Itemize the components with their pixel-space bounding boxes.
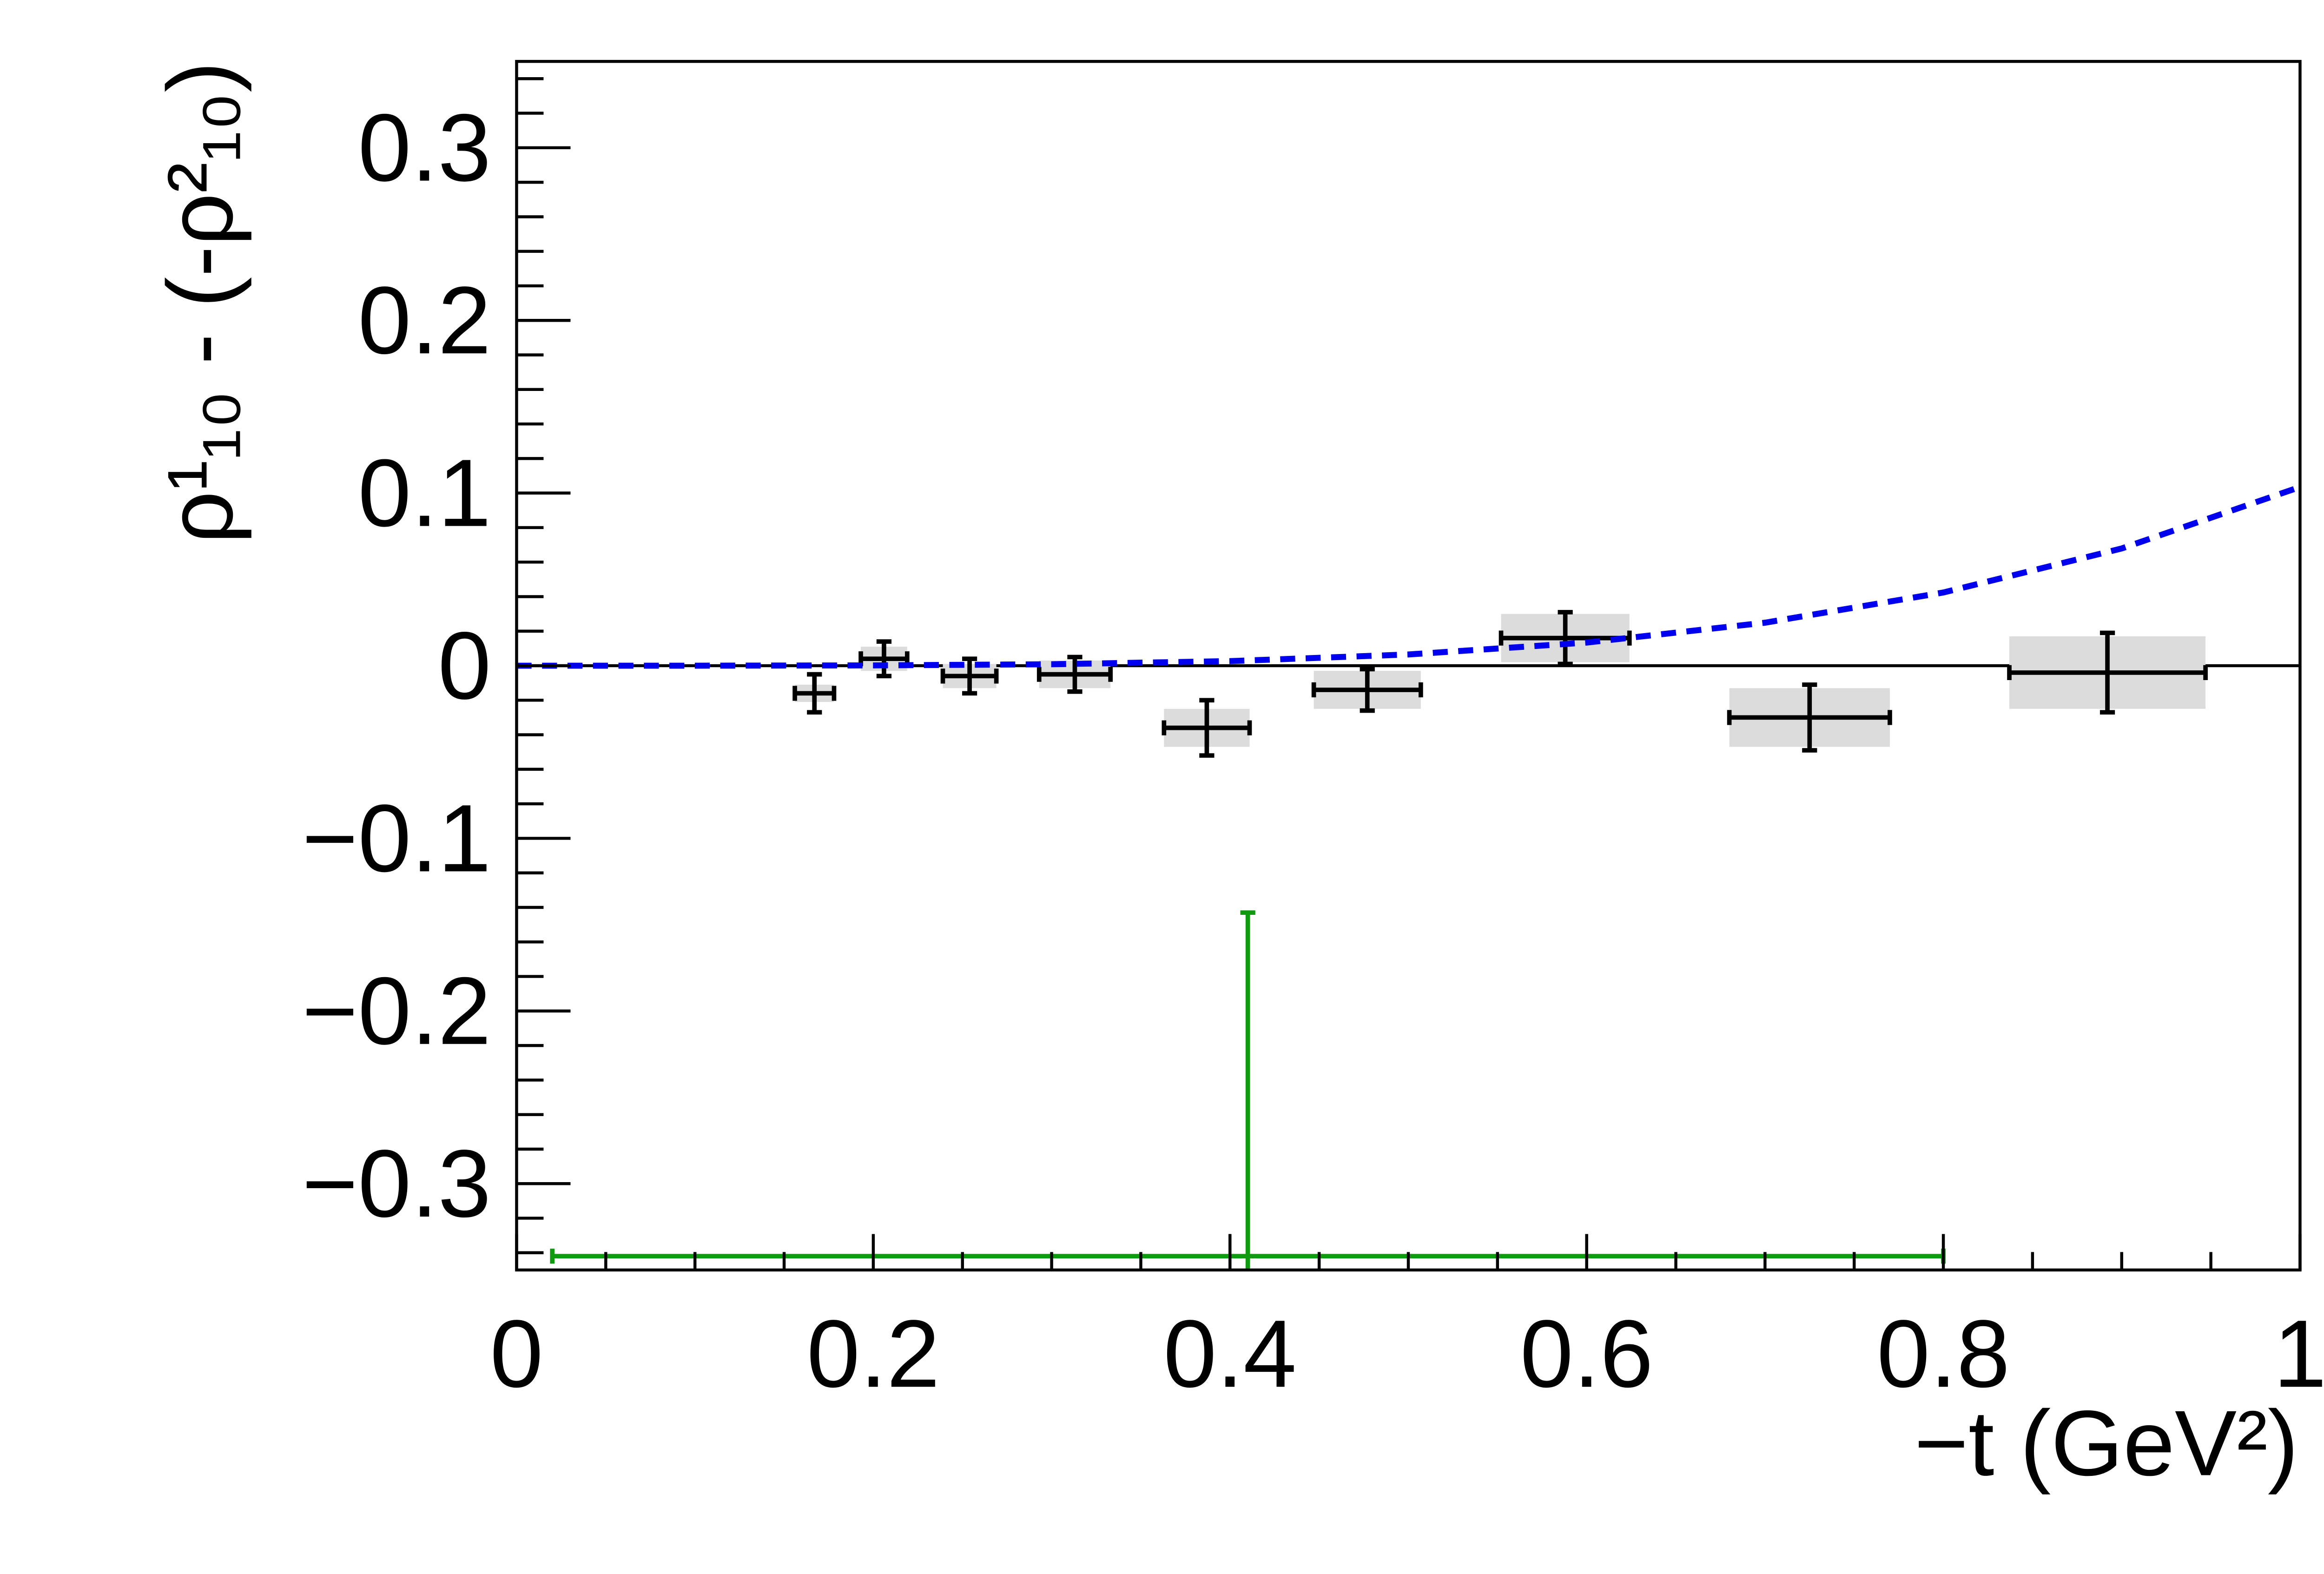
x-tick-label: 0.6 bbox=[1520, 1300, 1653, 1407]
y-tick-label: −0.2 bbox=[302, 957, 491, 1065]
y-tick-label: 0.3 bbox=[358, 94, 491, 201]
x-tick-label: 0.8 bbox=[1877, 1300, 2010, 1407]
x-tick-label: 0.4 bbox=[1163, 1300, 1297, 1407]
fit-curve bbox=[516, 484, 2300, 669]
y-axis-label: ρ¹₁₀ - (-ρ²₁₀) bbox=[148, 61, 252, 544]
plot-area bbox=[516, 484, 2300, 1270]
x-tick-label: 0.2 bbox=[807, 1300, 940, 1407]
x-tick-label: 1 bbox=[2273, 1300, 2324, 1407]
x-axis-label: −t (GeV²) bbox=[1914, 1391, 2298, 1495]
y-tick-label: 0 bbox=[438, 612, 491, 719]
y-tick-label: −0.3 bbox=[302, 1130, 491, 1237]
y-tick-label: 0.1 bbox=[358, 439, 491, 547]
x-tick-label: 0 bbox=[490, 1300, 543, 1407]
y-tick-label: 0.2 bbox=[358, 266, 491, 374]
y-tick-label: −0.1 bbox=[302, 784, 491, 892]
